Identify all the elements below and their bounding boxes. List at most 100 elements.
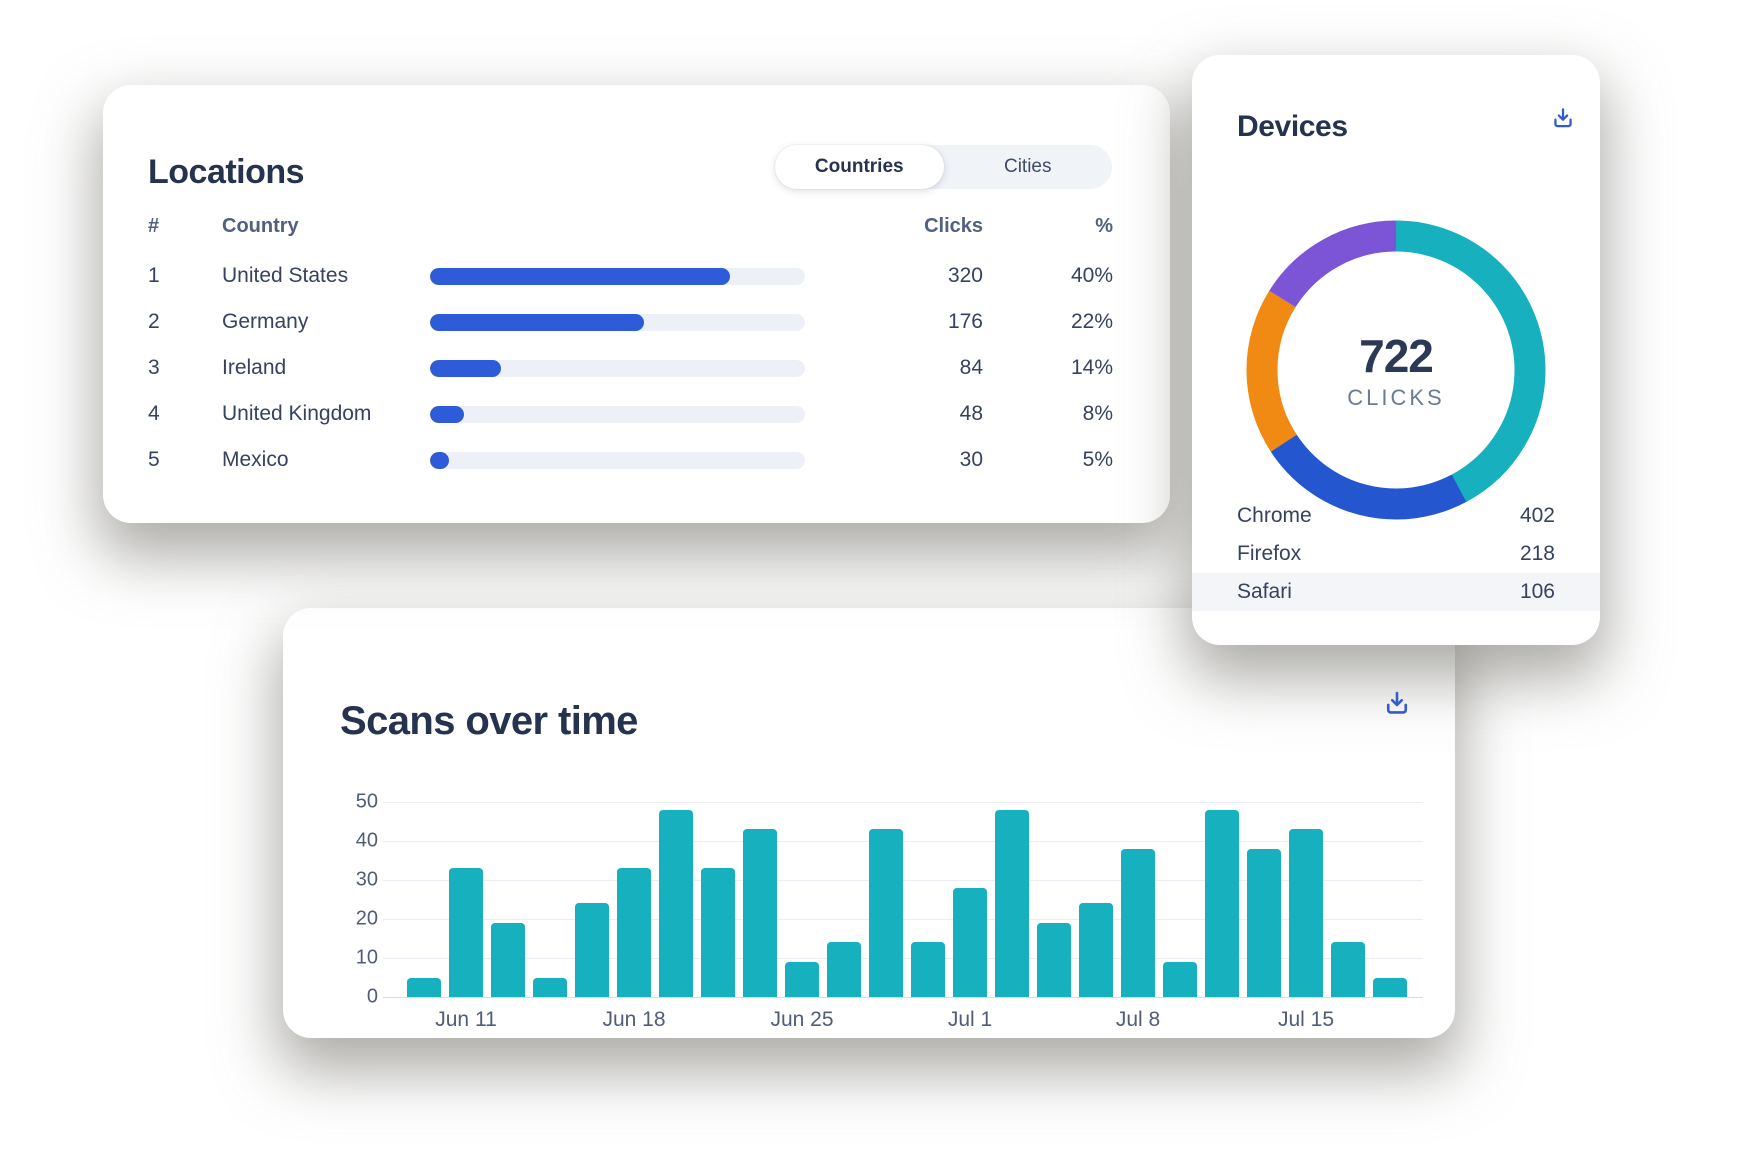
scan-bar <box>449 868 483 997</box>
location-row: 3 Ireland 84 14% <box>148 345 1115 391</box>
country-cell: United States <box>222 264 349 287</box>
col-rank: # <box>148 214 160 237</box>
scan-bar <box>1331 942 1365 997</box>
download-icon[interactable] <box>1382 688 1412 718</box>
percent-cell: 40% <box>1070 264 1113 287</box>
orange-segment <box>1246 220 1546 520</box>
scan-bar <box>1079 903 1113 997</box>
device-label: Chrome <box>1237 504 1312 527</box>
scan-bar <box>743 829 777 997</box>
col-percent: % <box>1095 214 1113 237</box>
device-value: 218 <box>1519 542 1555 565</box>
devices-card: Devices 722 CLICKS Chrome 402 Firefox 218 Sa… <box>1192 55 1600 645</box>
y-axis-tick: 50 <box>355 790 378 813</box>
gridline <box>383 802 1423 803</box>
clicks-cell: 176 <box>947 310 983 333</box>
x-axis-tick: Jun 25 <box>770 1008 834 1031</box>
scan-bar <box>701 868 735 997</box>
scan-bar <box>869 829 903 997</box>
scan-bar <box>1121 848 1155 997</box>
percent-cell: 8% <box>1082 402 1113 425</box>
x-axis-tick: Jul 1 <box>947 1008 993 1031</box>
device-value: 106 <box>1519 580 1555 603</box>
rank-cell: 3 <box>148 356 160 379</box>
scan-bar <box>1289 829 1323 997</box>
scan-bar <box>1247 848 1281 997</box>
toggle-countries[interactable]: Countries <box>775 145 944 189</box>
scan-bar <box>575 903 609 997</box>
scan-bar <box>995 809 1029 997</box>
x-axis-tick: Jul 15 <box>1277 1008 1335 1031</box>
device-value: 402 <box>1519 504 1555 527</box>
col-country: Country <box>222 214 299 237</box>
locations-table-header: # Country Clicks % <box>148 207 1115 245</box>
scan-bar <box>491 922 525 997</box>
country-cell: Germany <box>222 310 309 333</box>
rank-cell: 1 <box>148 264 160 287</box>
clicks-bar <box>430 359 805 377</box>
clicks-bar <box>430 451 805 469</box>
scan-bar <box>533 977 567 997</box>
percent-cell: 5% <box>1082 448 1113 471</box>
y-axis-tick: 30 <box>355 868 378 891</box>
devices-donut-chart: 722 CLICKS <box>1246 220 1546 520</box>
rank-cell: 2 <box>148 310 160 333</box>
scans-bar-chart: 0 10 20 30 40 50 Jun 11 Jun 18 Jun 25 Jul 1 Jul 8 J… <box>283 608 1455 1038</box>
country-cell: Mexico <box>222 448 289 471</box>
location-row: 5 Mexico 30 5% <box>148 437 1115 483</box>
device-label: Firefox <box>1237 542 1302 565</box>
bars-group <box>407 802 1407 997</box>
col-clicks: Clicks <box>924 214 983 237</box>
x-axis-tick: Jul 8 <box>1115 1008 1161 1031</box>
devices-list: Chrome 402 Firefox 218 Safari 106 <box>1192 497 1600 611</box>
clicks-cell: 30 <box>959 448 983 471</box>
scan-bar <box>407 977 441 997</box>
y-axis-tick: 40 <box>355 829 378 852</box>
device-row: Firefox 218 <box>1192 535 1600 573</box>
location-row: 1 United States 320 40% <box>148 253 1115 299</box>
x-axis-tick: Jun 11 <box>435 1008 497 1031</box>
percent-cell: 14% <box>1070 356 1113 379</box>
toggle-cities[interactable]: Cities <box>1003 156 1052 177</box>
location-row: 2 Germany 176 22% <box>148 299 1115 345</box>
clicks-bar <box>430 313 805 331</box>
y-axis-tick: 20 <box>355 907 378 930</box>
gridline <box>383 880 1423 881</box>
scans-over-time-card: Scans over time 0 10 20 30 40 50 Jun 11 Jun 18 J… <box>283 608 1455 1038</box>
country-cell: United Kingdom <box>222 402 372 425</box>
device-row: Chrome 402 <box>1192 497 1600 535</box>
locations-table: # Country Clicks % 1 United States 320 40% 2… <box>148 207 1115 483</box>
device-row: Safari 106 <box>1192 573 1600 611</box>
locations-title: Locations <box>148 153 305 192</box>
scan-bar <box>1205 809 1239 997</box>
scan-bar <box>785 961 819 997</box>
gridline <box>383 841 1423 842</box>
scan-bar <box>659 809 693 997</box>
scan-bar <box>1037 922 1071 997</box>
scan-bar <box>1373 977 1407 997</box>
clicks-bar <box>430 405 805 423</box>
donut-center-text: 722 CLICKS <box>1246 220 1546 520</box>
total-clicks-value: 722 <box>1359 330 1434 382</box>
country-cell: Ireland <box>222 356 287 379</box>
countries-cities-toggle: Countries Cities <box>775 145 1112 189</box>
scan-bar <box>911 942 945 997</box>
clicks-bar <box>430 267 805 285</box>
gridline <box>383 958 1423 959</box>
device-label: Safari <box>1237 580 1292 603</box>
scan-bar <box>1163 961 1197 997</box>
devices-title: Devices <box>1237 109 1348 143</box>
clicks-cell: 48 <box>959 402 983 425</box>
rank-cell: 5 <box>148 448 160 471</box>
locations-card: Locations Countries Cities # Country Cli… <box>103 85 1170 523</box>
scans-title: Scans over time <box>340 699 638 744</box>
rank-cell: 4 <box>148 402 160 425</box>
download-icon[interactable] <box>1550 105 1576 131</box>
gridline <box>383 997 1423 998</box>
total-clicks-label: CLICKS <box>1347 385 1445 410</box>
clicks-cell: 320 <box>947 264 983 287</box>
scan-bar <box>617 868 651 997</box>
percent-cell: 22% <box>1070 310 1113 333</box>
y-axis-tick: 10 <box>355 946 378 969</box>
